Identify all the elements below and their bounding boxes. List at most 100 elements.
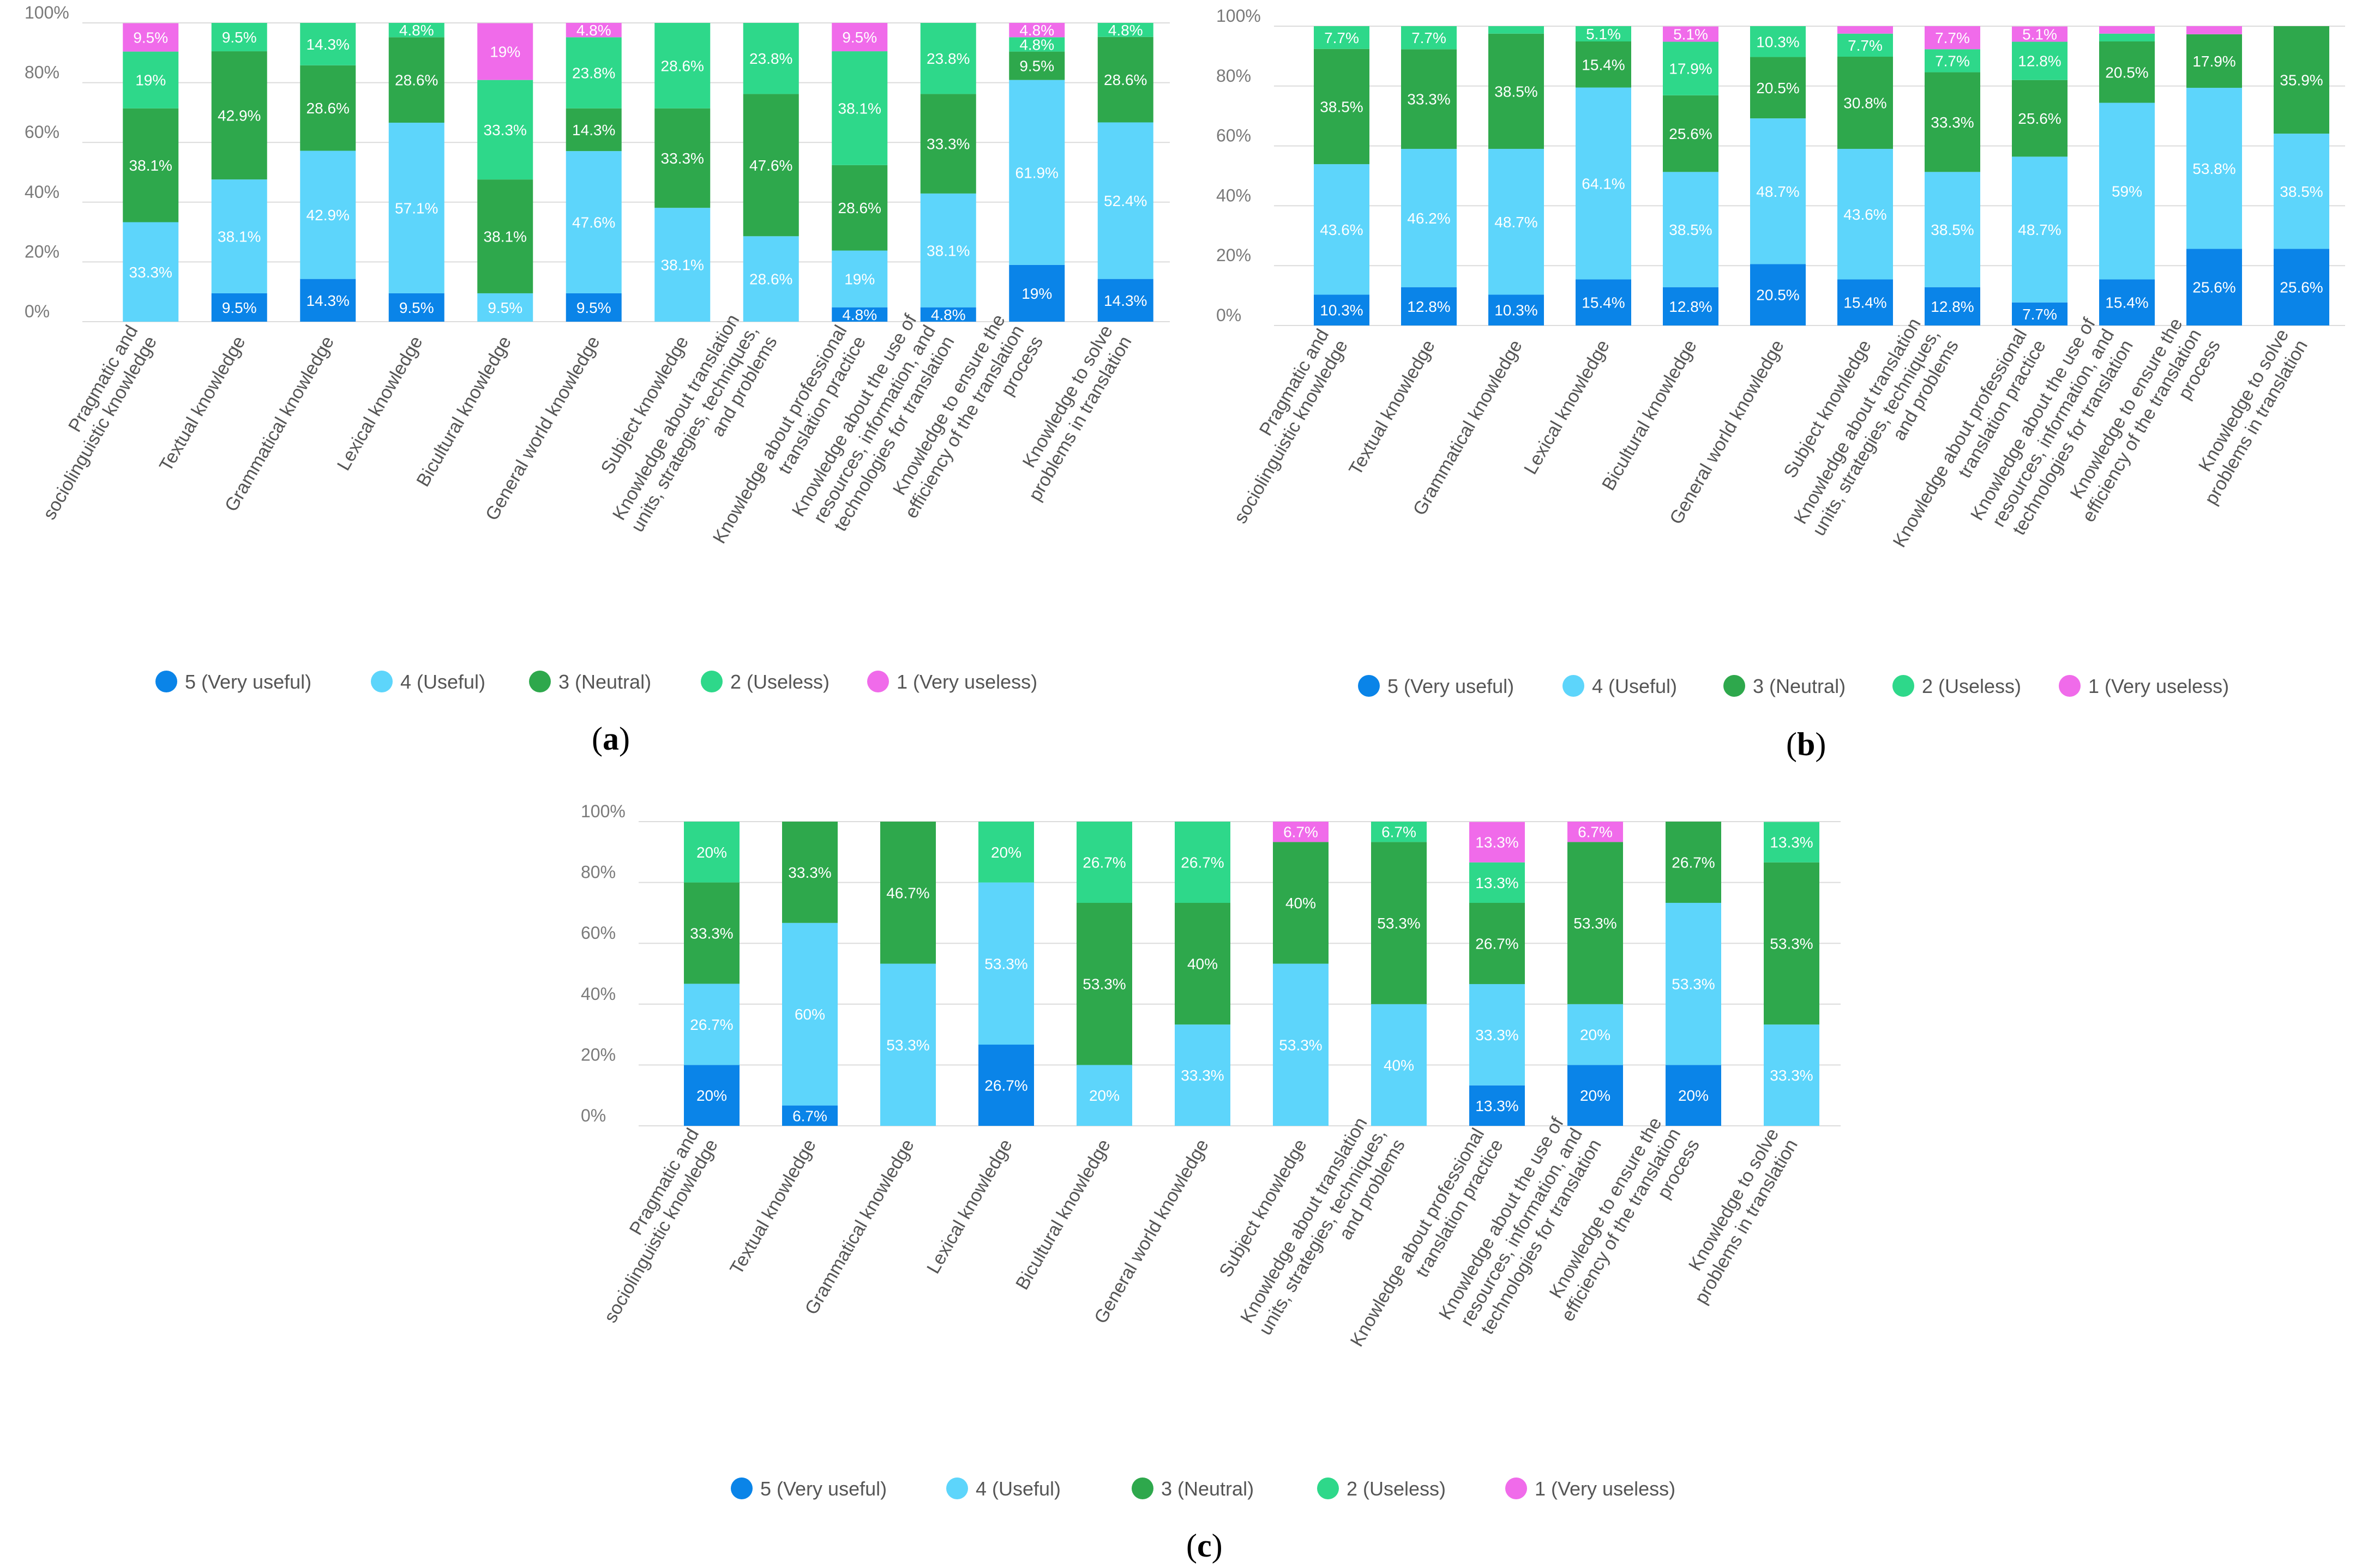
panel-label-open-paren: ( xyxy=(1186,1528,1197,1564)
bar-segment-useless xyxy=(1488,26,1544,34)
bar-segment-very_useful xyxy=(388,293,444,322)
bar-segment-useful xyxy=(1077,1065,1132,1126)
legend-label: 5 (Very useful) xyxy=(1387,675,1514,697)
bar-segment-useless xyxy=(1663,41,1718,95)
bar-segment-very_useful xyxy=(1666,1065,1721,1126)
bar-segment-useful xyxy=(782,922,838,1106)
data-label: 13.3% xyxy=(1475,875,1518,891)
bar-segment-neutral xyxy=(1371,842,1427,1004)
legend-label: 1 (Very useless) xyxy=(897,671,1037,693)
y-tick-label: 20% xyxy=(1216,245,1251,265)
data-label: 10.3% xyxy=(1494,302,1537,319)
data-label: 9.5% xyxy=(222,299,257,316)
bar-segment-useless xyxy=(2012,41,2068,80)
data-label: 42.9% xyxy=(306,207,350,224)
y-tick-label: 100% xyxy=(1216,6,1261,26)
legend-swatch-useful xyxy=(946,1477,968,1499)
y-tick-label: 80% xyxy=(25,63,59,82)
panel-label-letter: c xyxy=(1197,1528,1212,1564)
panel-label: (a) xyxy=(592,721,630,757)
data-label: 20% xyxy=(1678,1087,1709,1104)
data-label: 17.9% xyxy=(2192,53,2235,70)
bar-segment-useful xyxy=(566,151,622,293)
data-label: 53.3% xyxy=(1279,1036,1322,1053)
data-label: 38.1% xyxy=(218,228,261,245)
data-label: 46.2% xyxy=(1407,210,1450,227)
data-label: 38.5% xyxy=(1320,98,1363,115)
data-label: 40% xyxy=(1187,956,1218,973)
data-label: 12.8% xyxy=(2018,53,2061,70)
legend-swatch-neutral xyxy=(529,671,551,692)
data-label: 53.3% xyxy=(1083,976,1126,993)
y-tick-label: 100% xyxy=(581,801,626,821)
legend-label: 4 (Useful) xyxy=(976,1477,1061,1500)
bar-segment-very_useful xyxy=(2274,249,2329,325)
bar-segment-very_useful xyxy=(2186,249,2242,325)
bar-segment-useful xyxy=(2012,156,2068,303)
data-label: 61.9% xyxy=(1015,164,1059,181)
bar-segment-useless xyxy=(1401,26,1457,50)
bar-segment-useful xyxy=(832,250,888,307)
legend-swatch-useless xyxy=(1317,1477,1339,1499)
data-label: 9.5% xyxy=(488,299,522,316)
y-tick-label: 80% xyxy=(581,863,616,882)
bar-segment-useless xyxy=(1009,37,1065,52)
bar-segment-useless xyxy=(477,80,533,180)
data-label: 20% xyxy=(696,844,727,861)
data-label: 53.3% xyxy=(1377,915,1420,932)
legend-label: 4 (Useful) xyxy=(400,671,485,693)
bar-segment-useful xyxy=(978,882,1034,1045)
data-label: 33.3% xyxy=(484,122,527,138)
bar-segment-useless xyxy=(1314,26,1369,49)
bar-segment-useful xyxy=(123,222,179,322)
bar-segment-very_useful xyxy=(978,1045,1034,1126)
data-label: 33.3% xyxy=(1475,1027,1518,1044)
bar-segment-useless xyxy=(1837,33,1893,57)
bar-segment-very_useful xyxy=(1663,287,1718,325)
data-label: 28.6% xyxy=(1104,71,1147,88)
data-label: 38.5% xyxy=(1494,83,1537,100)
data-label: 6.7% xyxy=(792,1107,827,1124)
legend-swatch-very_useless xyxy=(1505,1477,1527,1499)
data-label: 4.8% xyxy=(399,22,434,39)
bar-segment-neutral xyxy=(1273,842,1329,964)
y-tick-label: 40% xyxy=(581,984,616,1004)
data-label: 38.1% xyxy=(129,157,172,174)
data-label: 14.3% xyxy=(572,122,615,138)
legend-label: 4 (Useful) xyxy=(1592,675,1677,697)
legend-swatch-very_useful xyxy=(1358,675,1380,697)
data-label: 26.7% xyxy=(1672,854,1715,871)
data-label: 19% xyxy=(1021,285,1052,302)
data-label: 25.6% xyxy=(2018,110,2061,127)
data-label: 33.3% xyxy=(1407,91,1450,108)
data-label: 20.5% xyxy=(1756,80,1799,97)
bar-segment-useless xyxy=(1175,822,1230,903)
y-tick-label: 0% xyxy=(581,1106,606,1125)
bar-segment-useless xyxy=(978,822,1034,883)
bar-segment-useful xyxy=(1925,172,1980,287)
bar-segment-useful xyxy=(211,179,267,293)
data-label: 38.1% xyxy=(927,242,970,259)
bar-segment-useless xyxy=(743,23,799,94)
legend-label: 5 (Very useful) xyxy=(760,1477,887,1500)
bar-segment-neutral xyxy=(654,108,711,208)
data-label: 9.5% xyxy=(399,299,434,316)
bar-segment-useless xyxy=(1371,822,1427,842)
bar-segment-neutral xyxy=(388,37,444,123)
data-label: 7.7% xyxy=(2022,306,2057,323)
bar-segment-very_useless xyxy=(2099,26,2155,34)
bar-segment-useful xyxy=(1175,1024,1230,1126)
data-label: 6.7% xyxy=(1283,824,1318,841)
bar-segment-neutral xyxy=(211,51,267,180)
data-label: 33.3% xyxy=(690,925,733,942)
data-label: 28.6% xyxy=(306,100,350,117)
bar-segment-useless xyxy=(123,51,179,108)
bar-segment-very_useful xyxy=(1567,1065,1623,1126)
legend-label: 3 (Neutral) xyxy=(1753,675,1846,697)
legend-label: 5 (Very useful) xyxy=(185,671,311,693)
legend-label: 3 (Neutral) xyxy=(1161,1477,1254,1500)
legend-swatch-very_useful xyxy=(731,1477,753,1499)
bar-segment-very_useful xyxy=(1925,287,1980,325)
data-label: 10.3% xyxy=(1320,302,1363,319)
